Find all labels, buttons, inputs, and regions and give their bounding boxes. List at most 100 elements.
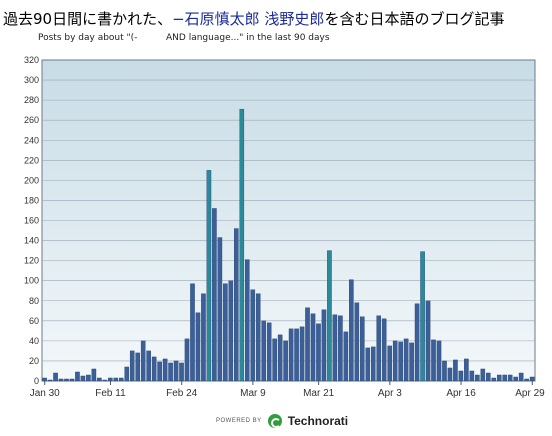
- title-query-link[interactable]: −石原慎太郎 浅野史郎: [172, 10, 325, 28]
- bar[interactable]: [108, 377, 113, 382]
- bar[interactable]: [370, 346, 376, 382]
- bar[interactable]: [162, 358, 168, 382]
- bar[interactable]: [453, 359, 458, 382]
- bar[interactable]: [486, 372, 491, 382]
- bar[interactable]: [299, 326, 305, 382]
- bar[interactable]: [513, 376, 518, 382]
- grid-lines: [42, 79, 535, 362]
- bar[interactable]: [431, 339, 436, 382]
- bar[interactable]: [212, 208, 217, 382]
- bar[interactable]: [261, 320, 266, 382]
- bar[interactable]: [502, 374, 508, 382]
- bar[interactable]: [255, 293, 261, 382]
- bar[interactable]: [464, 358, 469, 382]
- bar[interactable]: [151, 356, 157, 382]
- bar[interactable]: [223, 283, 228, 382]
- bar[interactable]: [343, 331, 349, 382]
- bar[interactable]: [354, 302, 360, 382]
- bar[interactable]: [135, 352, 140, 382]
- bar[interactable]: [529, 376, 535, 382]
- bar[interactable]: [381, 318, 387, 382]
- bar[interactable]: [458, 370, 464, 382]
- bar[interactable]: [305, 307, 310, 382]
- bar[interactable]: [469, 370, 475, 382]
- bar[interactable]: [113, 377, 119, 382]
- bar[interactable]: [75, 371, 80, 382]
- bar[interactable]: [168, 362, 173, 382]
- bar[interactable]: [244, 259, 250, 382]
- bar[interactable]: [201, 293, 206, 382]
- y-tick-label: 180: [24, 195, 39, 205]
- bar[interactable]: [321, 309, 327, 382]
- bar[interactable]: [283, 340, 288, 382]
- bar[interactable]: [294, 328, 299, 382]
- bar[interactable]: [64, 378, 69, 382]
- bar[interactable]: [228, 280, 234, 382]
- bar[interactable]: [184, 338, 190, 382]
- bar[interactable]: [332, 314, 338, 382]
- bar[interactable]: [365, 347, 371, 382]
- bar[interactable]: [102, 379, 108, 382]
- bar[interactable]: [480, 368, 486, 382]
- bar[interactable]: [507, 374, 513, 382]
- bar[interactable]: [146, 350, 151, 382]
- bar[interactable]: [190, 283, 195, 382]
- bar[interactable]: [403, 338, 409, 382]
- x-tick-label: Feb 11: [95, 388, 126, 399]
- bar[interactable]: [206, 170, 212, 382]
- bar[interactable]: [398, 341, 403, 382]
- bar[interactable]: [42, 377, 47, 382]
- bar[interactable]: [524, 378, 529, 382]
- bar[interactable]: [86, 374, 91, 382]
- bar[interactable]: [173, 360, 179, 382]
- bar[interactable]: [140, 340, 146, 382]
- bar[interactable]: [272, 338, 277, 382]
- bar[interactable]: [58, 378, 64, 382]
- bar[interactable]: [157, 361, 162, 382]
- bar[interactable]: [91, 368, 97, 382]
- bar[interactable]: [53, 372, 58, 382]
- bar[interactable]: [316, 323, 321, 382]
- bar[interactable]: [118, 377, 124, 382]
- bar[interactable]: [376, 315, 382, 382]
- bar[interactable]: [288, 328, 294, 382]
- y-tick-label: 40: [29, 336, 39, 346]
- bar[interactable]: [420, 251, 425, 382]
- bar[interactable]: [129, 350, 135, 382]
- title-prefix: 過去90日間に書かれた、: [3, 10, 173, 28]
- bar[interactable]: [360, 316, 365, 382]
- bar[interactable]: [327, 250, 332, 382]
- bar[interactable]: [179, 362, 184, 382]
- bar[interactable]: [266, 322, 272, 382]
- bar[interactable]: [392, 340, 398, 382]
- bar[interactable]: [195, 312, 201, 382]
- bar[interactable]: [496, 374, 502, 382]
- bar[interactable]: [47, 379, 53, 382]
- bar[interactable]: [349, 279, 354, 382]
- bar[interactable]: [491, 377, 497, 382]
- bar[interactable]: [447, 367, 453, 382]
- bar[interactable]: [409, 342, 414, 382]
- footer-branding[interactable]: POWERED BY Technorati: [216, 414, 348, 428]
- y-tick-label: 60: [29, 316, 39, 326]
- bar[interactable]: [414, 303, 420, 382]
- bar[interactable]: [310, 313, 316, 382]
- bar[interactable]: [239, 108, 245, 382]
- bar[interactable]: [518, 372, 524, 382]
- bar[interactable]: [250, 289, 256, 382]
- bar[interactable]: [387, 345, 392, 382]
- bar[interactable]: [442, 360, 447, 382]
- bar[interactable]: [234, 228, 239, 382]
- bar[interactable]: [436, 340, 442, 382]
- bar[interactable]: [475, 374, 480, 382]
- bar[interactable]: [425, 300, 431, 382]
- bar[interactable]: [217, 237, 223, 382]
- bar[interactable]: [338, 315, 343, 382]
- x-tick-label: Jan 30: [30, 388, 60, 399]
- bar[interactable]: [80, 375, 86, 382]
- bar[interactable]: [69, 378, 75, 382]
- bar[interactable]: [124, 366, 130, 382]
- bar[interactable]: [277, 334, 283, 382]
- bar[interactable]: [97, 377, 102, 382]
